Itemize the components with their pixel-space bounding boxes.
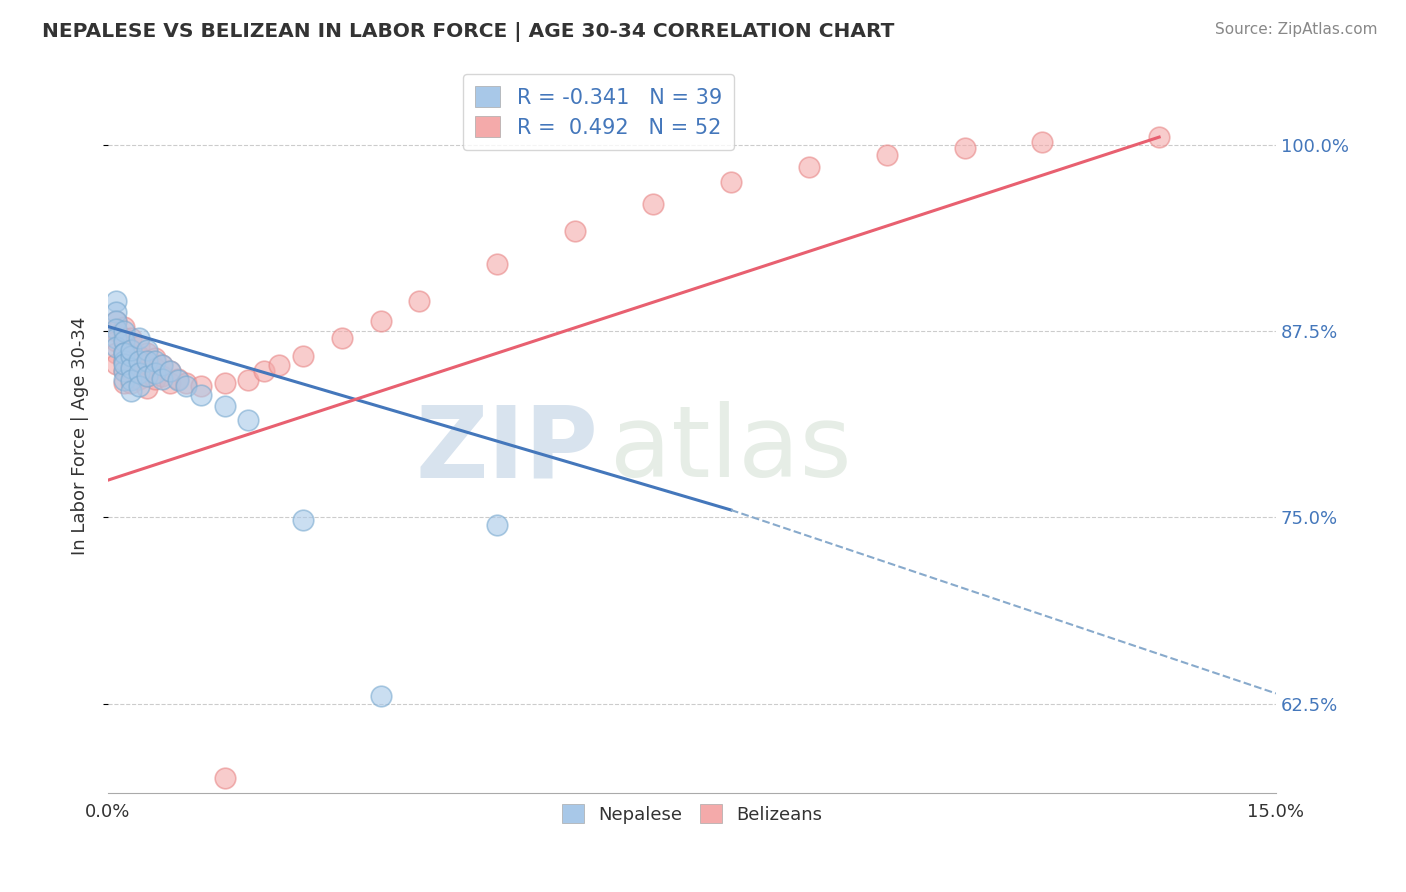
Text: atlas: atlas [610, 401, 852, 499]
Point [112, 354, 135, 368]
Point [214, 376, 236, 391]
Point [797, 160, 820, 174]
Point [174, 376, 197, 391]
Point [128, 349, 150, 363]
Point [120, 331, 142, 345]
Point [269, 359, 291, 373]
Point [112, 357, 135, 371]
Point [135, 357, 157, 371]
Point [190, 379, 212, 393]
Point [128, 379, 150, 393]
Point [167, 373, 190, 387]
Legend: Nepalese, Belizeans: Nepalese, Belizeans [551, 793, 832, 834]
Point [236, 373, 259, 387]
Point [152, 368, 174, 383]
Point [104, 346, 127, 360]
Point [112, 319, 135, 334]
Point [214, 772, 236, 786]
Point [135, 346, 157, 360]
Point [128, 339, 150, 353]
Point [104, 313, 127, 327]
Point [120, 364, 142, 378]
Point [370, 313, 392, 327]
Point [1147, 130, 1170, 145]
Point [486, 517, 509, 532]
Point [486, 257, 509, 271]
Point [112, 354, 135, 368]
Point [291, 349, 314, 363]
Point [112, 364, 135, 378]
Y-axis label: In Labor Force | Age 30-34: In Labor Force | Age 30-34 [72, 316, 89, 555]
Point [253, 364, 276, 378]
Point [167, 372, 190, 386]
Point [876, 148, 898, 162]
Point [104, 324, 127, 338]
Point [104, 331, 127, 345]
Point [104, 304, 127, 318]
Point [112, 334, 135, 349]
Point [641, 197, 664, 211]
Point [120, 373, 142, 387]
Point [120, 349, 142, 363]
Point [104, 334, 127, 349]
Point [135, 381, 157, 395]
Point [120, 361, 142, 376]
Point [135, 343, 157, 358]
Point [104, 322, 127, 336]
Point [104, 357, 127, 371]
Point [159, 364, 181, 378]
Point [152, 359, 174, 373]
Point [120, 376, 142, 391]
Point [953, 140, 976, 154]
Point [159, 376, 181, 391]
Point [214, 399, 236, 413]
Point [143, 361, 166, 376]
Point [174, 379, 197, 393]
Point [159, 364, 181, 378]
Point [408, 294, 430, 309]
Point [152, 359, 174, 373]
Point [330, 331, 353, 345]
Point [112, 364, 135, 378]
Point [112, 331, 135, 345]
Point [135, 368, 157, 383]
Point [143, 354, 166, 368]
Point [104, 294, 127, 309]
Point [120, 343, 142, 358]
Point [1031, 135, 1053, 149]
Point [128, 354, 150, 368]
Point [120, 384, 142, 398]
Point [112, 376, 135, 391]
Point [128, 366, 150, 380]
Point [104, 340, 127, 354]
Point [128, 331, 150, 345]
Point [135, 368, 157, 383]
Point [190, 388, 212, 402]
Point [291, 513, 314, 527]
Point [135, 354, 157, 368]
Point [720, 175, 742, 189]
Point [112, 373, 135, 387]
Point [120, 343, 142, 358]
Point [564, 224, 586, 238]
Point [152, 372, 174, 386]
Text: Source: ZipAtlas.com: Source: ZipAtlas.com [1215, 22, 1378, 37]
Point [236, 413, 259, 427]
Point [112, 346, 135, 360]
Point [128, 372, 150, 386]
Point [112, 343, 135, 358]
Point [128, 361, 150, 376]
Point [143, 366, 166, 380]
Point [370, 690, 392, 704]
Text: ZIP: ZIP [416, 401, 599, 499]
Point [112, 346, 135, 360]
Point [143, 351, 166, 365]
Point [104, 313, 127, 327]
Point [112, 324, 135, 338]
Point [143, 372, 166, 386]
Point [120, 354, 142, 368]
Text: NEPALESE VS BELIZEAN IN LABOR FORCE | AGE 30-34 CORRELATION CHART: NEPALESE VS BELIZEAN IN LABOR FORCE | AG… [42, 22, 894, 42]
